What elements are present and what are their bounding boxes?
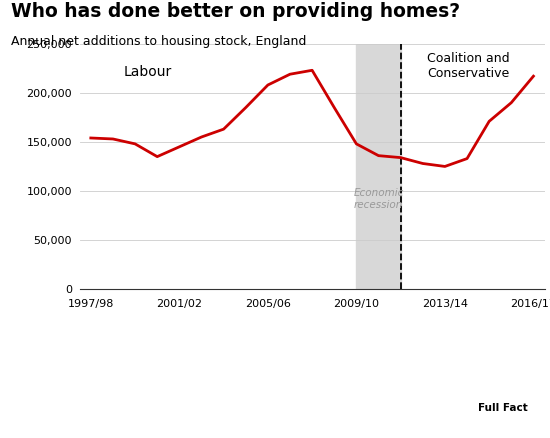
Bar [356,44,400,289]
Text: Source:: Source: [14,338,62,348]
Text: Labour: Labour [124,65,172,79]
Text: Economic
recession: Economic recession [353,188,404,210]
Text: Department for Communities and Local Government, Live tables on
housing supply, : Department for Communities and Local Gov… [53,338,460,371]
Text: Who has done better on providing homes?: Who has done better on providing homes? [11,2,460,21]
Text: Annual net additions to housing stock, England: Annual net additions to housing stock, E… [11,35,306,48]
Text: Full Fact: Full Fact [478,403,528,413]
Polygon shape [465,324,550,438]
Text: Coalition and
Conservative: Coalition and Conservative [427,52,510,80]
